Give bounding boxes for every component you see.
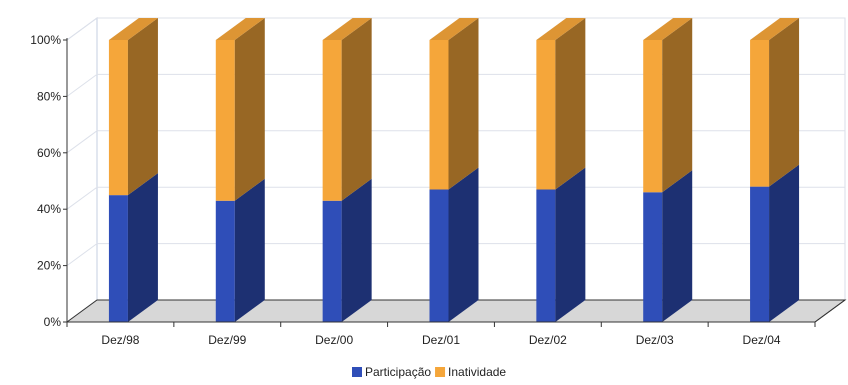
gridline	[66, 130, 845, 154]
bar-top	[643, 18, 693, 40]
bar-front	[322, 200, 342, 322]
x-tick-label: Dez/04	[743, 333, 781, 347]
bar-side	[662, 18, 693, 193]
bar-front	[108, 195, 128, 322]
bar-front	[536, 40, 556, 190]
side-wall	[66, 17, 98, 323]
x-tick-label: Dez/03	[636, 333, 674, 347]
bar-front	[429, 40, 449, 190]
y-tick-label: 40%	[37, 202, 61, 216]
bar-top	[215, 18, 265, 40]
axes	[63, 38, 846, 327]
bar-front	[108, 40, 128, 196]
x-tick-label: Dez/00	[315, 333, 353, 347]
bar-side	[448, 18, 479, 190]
bar-front	[429, 189, 449, 322]
bar-front	[643, 40, 663, 193]
legend-swatch	[352, 367, 362, 377]
bars	[108, 18, 800, 322]
bar-side	[769, 18, 800, 187]
x-axis-depth	[814, 299, 846, 323]
bar-side	[555, 18, 586, 190]
bar-side	[448, 167, 479, 322]
x-tick-label: Dez/98	[101, 333, 139, 347]
y-tick-label: 100%	[30, 33, 61, 47]
bar-side	[341, 178, 372, 322]
legend: Participação Inatividade	[352, 365, 506, 379]
gridline	[66, 243, 845, 267]
x-tick-label: Dez/99	[208, 333, 246, 347]
y-tick-label: 20%	[37, 259, 61, 273]
gridline	[66, 186, 845, 210]
gridline	[66, 73, 845, 97]
x-tick-label: Dez/02	[529, 333, 567, 347]
y-tick-labels: 0% 20% 40% 60% 80% 100%	[30, 33, 61, 329]
bar-side	[234, 18, 265, 201]
bar-side	[127, 18, 158, 196]
y-tick-label: 60%	[37, 146, 61, 160]
bar-top	[322, 18, 372, 40]
bar-front	[750, 186, 770, 322]
bar-front	[215, 40, 235, 201]
bar-top	[108, 18, 158, 40]
legend-swatch	[435, 367, 446, 377]
bar-top	[536, 18, 586, 40]
bar-front	[536, 189, 556, 322]
y-tick-label: 80%	[37, 89, 61, 103]
gridline	[66, 17, 845, 41]
bar-front	[322, 40, 342, 201]
legend-label: Inatividade	[448, 365, 506, 379]
bar-front	[215, 200, 235, 322]
x-tick-labels: Dez/98 Dez/99 Dez/00 Dez/01 Dez/02 Dez/03 Dez/…	[101, 333, 780, 347]
bar-top	[750, 18, 800, 40]
x-tick-label: Dez/01	[422, 333, 460, 347]
bar-front	[750, 40, 770, 187]
y-tick-label: 0%	[44, 315, 62, 329]
bar-side	[662, 170, 693, 322]
bar-top	[429, 18, 479, 40]
legend-label: Participação	[365, 365, 431, 379]
bar-side	[234, 178, 265, 322]
bar-side	[555, 167, 586, 322]
bar-side	[127, 173, 158, 322]
bar-side	[341, 18, 372, 201]
bar-front	[643, 192, 663, 322]
bar-side	[769, 164, 800, 322]
